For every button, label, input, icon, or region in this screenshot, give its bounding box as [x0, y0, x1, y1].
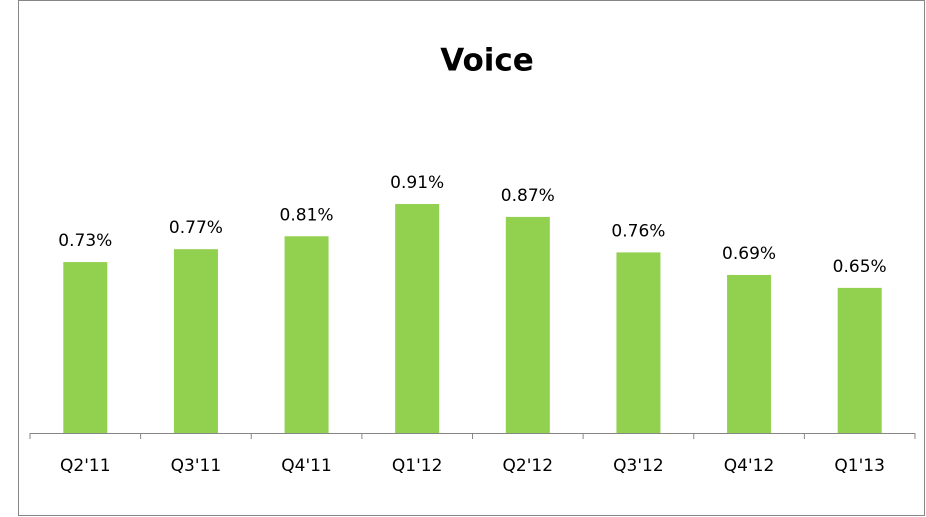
x-tick-label: Q1'12 — [392, 456, 443, 476]
x-tick-label: Q3'11 — [171, 456, 222, 476]
data-label: 0.73% — [58, 231, 112, 251]
data-label: 0.69% — [722, 244, 776, 264]
data-label: 0.65% — [833, 257, 887, 277]
x-tick-label: Q1'13 — [834, 456, 885, 476]
data-label: 0.81% — [280, 205, 334, 225]
bar — [727, 274, 772, 433]
data-label: 0.91% — [390, 173, 444, 193]
x-tick-label: Q2'11 — [60, 456, 111, 476]
bar — [173, 249, 218, 433]
x-tick-label: Q4'12 — [724, 456, 775, 476]
x-tick-label: Q4'11 — [281, 456, 332, 476]
bar — [616, 252, 661, 433]
bar — [284, 236, 329, 433]
x-tick-label: Q3'12 — [613, 456, 664, 476]
bar — [63, 262, 108, 433]
data-label: 0.77% — [169, 218, 223, 238]
bar — [505, 216, 550, 433]
bar — [837, 287, 882, 433]
data-label: 0.87% — [501, 186, 555, 206]
chart-title: Voice — [440, 43, 534, 79]
bar — [395, 204, 440, 433]
x-tick-label: Q2'12 — [503, 456, 554, 476]
chart-frame — [18, 0, 925, 516]
data-label: 0.76% — [611, 221, 665, 241]
